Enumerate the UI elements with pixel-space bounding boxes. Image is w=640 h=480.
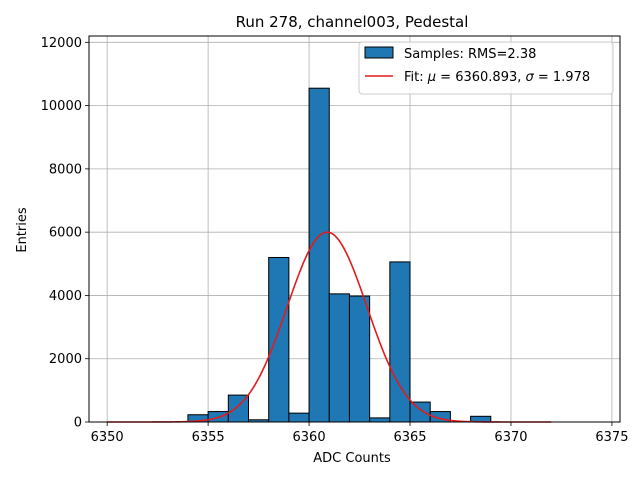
y-tick-label: 4000 [49, 289, 82, 304]
histogram-bar [308, 87, 330, 423]
histogram-bar [288, 412, 310, 423]
x-tick-label: 6360 [293, 430, 326, 445]
histogram-bar [409, 401, 431, 423]
histogram-bar [328, 293, 350, 423]
histogram-bar [268, 256, 290, 423]
x-tick-label: 6370 [494, 430, 527, 445]
x-tick-label: 6375 [595, 430, 628, 445]
histogram-bar [389, 261, 411, 423]
plot-frame [88, 35, 621, 423]
legend-label-samples: Samples: RMS=2.38 [404, 47, 536, 62]
x-tick-label: 6355 [192, 430, 225, 445]
y-tick-label: 8000 [49, 162, 82, 177]
y-tick-label: 10000 [41, 99, 82, 114]
y-tick-label: 2000 [49, 352, 82, 367]
y-tick-label: 12000 [41, 36, 82, 51]
y-tick-label: 6000 [49, 226, 82, 241]
x-axis: 6350 6355 6360 6365 6370 6375 [91, 422, 628, 445]
legend-box [358, 41, 614, 95]
histogram-bars [187, 87, 492, 423]
legend-label-fit: Fit: μ = 6360.893, σ = 1.978 [404, 70, 590, 85]
y-axis-title: Entries [15, 207, 30, 253]
histogram-bar [348, 295, 371, 423]
histogram-bar [369, 417, 391, 423]
legend: Samples: RMS=2.38 Fit: μ = 6360.893, σ =… [358, 41, 614, 95]
x-axis-title: ADC Counts [313, 451, 391, 466]
legend-swatch-samples [364, 46, 394, 59]
x-tick-label: 6365 [393, 430, 426, 445]
y-axis: 0 2000 4000 6000 8000 10000 12000 [41, 36, 89, 431]
chart-title: Run 278, channel003, Pedestal [236, 13, 469, 31]
y-tick-label: 0 [74, 416, 82, 431]
x-tick-label: 6350 [91, 430, 124, 445]
